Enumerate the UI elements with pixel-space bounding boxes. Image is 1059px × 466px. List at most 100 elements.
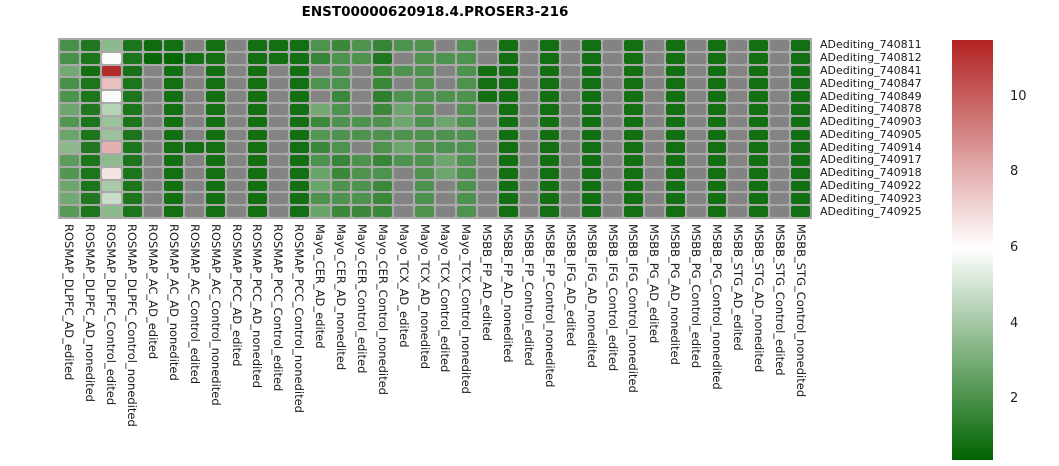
heatmap-cell [644,206,664,217]
heatmap-cell [268,116,288,128]
heatmap-cell [164,167,184,179]
heatmap-cell [540,103,560,115]
heatmap-cell [707,40,727,51]
heatmap-cell [352,103,372,115]
heatmap-cell [122,52,142,64]
heatmap-cell [415,180,434,192]
heatmap-cell [206,78,226,90]
heatmap-cell [122,193,142,205]
heatmap-cell [164,129,184,141]
col-label: MSBB_IFG_Control_edited [605,224,620,372]
heatmap-cell [791,180,810,192]
heatmap-cell [415,52,434,64]
heatmap-cell [289,52,309,64]
heatmap-cell [394,167,414,179]
heatmap-cell [603,65,622,77]
heatmap-cell [707,116,727,128]
heatmap-cell [227,155,246,166]
heatmap-cell [101,103,121,115]
heatmap-cell [582,78,602,90]
heatmap-cell [477,155,497,166]
heatmap-cell [289,142,309,154]
heatmap-cell [80,65,100,77]
heatmap-cell [60,103,79,115]
col-label: ROSMAP_AC_Control_edited [187,224,202,385]
heatmap-cell [206,91,226,102]
heatmap-cell [373,167,393,179]
heatmap-cell [143,103,163,115]
heatmap-cell [101,91,121,102]
heatmap-cell [227,65,246,77]
heatmap-cell [728,103,748,115]
heatmap-cell [707,142,727,154]
heatmap-cell [519,167,539,179]
heatmap-cell [310,206,330,217]
heatmap-cell [206,180,226,192]
heatmap-cell [60,78,79,90]
heatmap-cell [394,193,414,205]
heatmap-cell [770,65,790,77]
heatmap-cell [707,65,727,77]
heatmap-cell [519,155,539,166]
heatmap-cell [582,193,602,205]
heatmap-cell [143,142,163,154]
heatmap-cell [456,116,476,128]
heatmap-cell [644,129,664,141]
heatmap-cell [164,206,184,217]
heatmap-cell [686,206,706,217]
heatmap-cell [352,180,372,192]
heatmap-cell [268,65,288,77]
heatmap-cell [624,65,643,77]
row-label: ADediting_740918 [820,166,922,180]
heatmap-cell [603,78,622,90]
col-label: MSBB_IFG_AD_edited [563,224,578,347]
heatmap-cell [206,52,226,64]
heatmap-cell [352,155,372,166]
row-label: ADediting_740903 [820,115,922,129]
heatmap-cell [164,180,184,192]
heatmap-cell [456,206,476,217]
heatmap-cell [644,78,664,90]
heatmap-cell [582,206,602,217]
heatmap-cell [60,180,79,192]
heatmap-cell [185,167,205,179]
heatmap-cell [227,180,246,192]
heatmap-cell [456,129,476,141]
heatmap-cell [603,129,622,141]
heatmap-cell [477,78,497,90]
heatmap-cell [749,52,769,64]
heatmap-cell [352,91,372,102]
colorbar-gradient [952,40,993,460]
heatmap-cell [728,193,748,205]
colorbar-tick-label: 8 [1010,164,1019,180]
heatmap-cell [331,78,351,90]
heatmap-cell [352,206,372,217]
heatmap-cell [415,116,434,128]
heatmap-cell [248,142,267,154]
heatmap-cell [415,142,434,154]
heatmap-cell [498,78,518,90]
heatmap-cell [206,193,226,205]
heatmap-cell [749,193,769,205]
heatmap-grid [58,38,812,219]
heatmap-cell [603,40,622,51]
heatmap-cell [686,129,706,141]
col-label: ROSMAP_AC_AD_nonedited [166,224,181,381]
heatmap-cell [728,167,748,179]
heatmap-cell [101,206,121,217]
heatmap-cell [728,52,748,64]
heatmap-cell [227,129,246,141]
heatmap-cell [373,40,393,51]
heatmap-cell [352,40,372,51]
heatmap-cell [394,52,414,64]
heatmap-cell [164,193,184,205]
heatmap-cell [456,65,476,77]
colorbar-tick-label: 2 [1010,391,1019,407]
heatmap-cell [60,167,79,179]
heatmap-cell [436,78,455,90]
heatmap-cell [80,78,100,90]
col-label: Mayo_CER_Control_edited [354,224,369,374]
heatmap-cell [686,91,706,102]
heatmap-cell [456,142,476,154]
